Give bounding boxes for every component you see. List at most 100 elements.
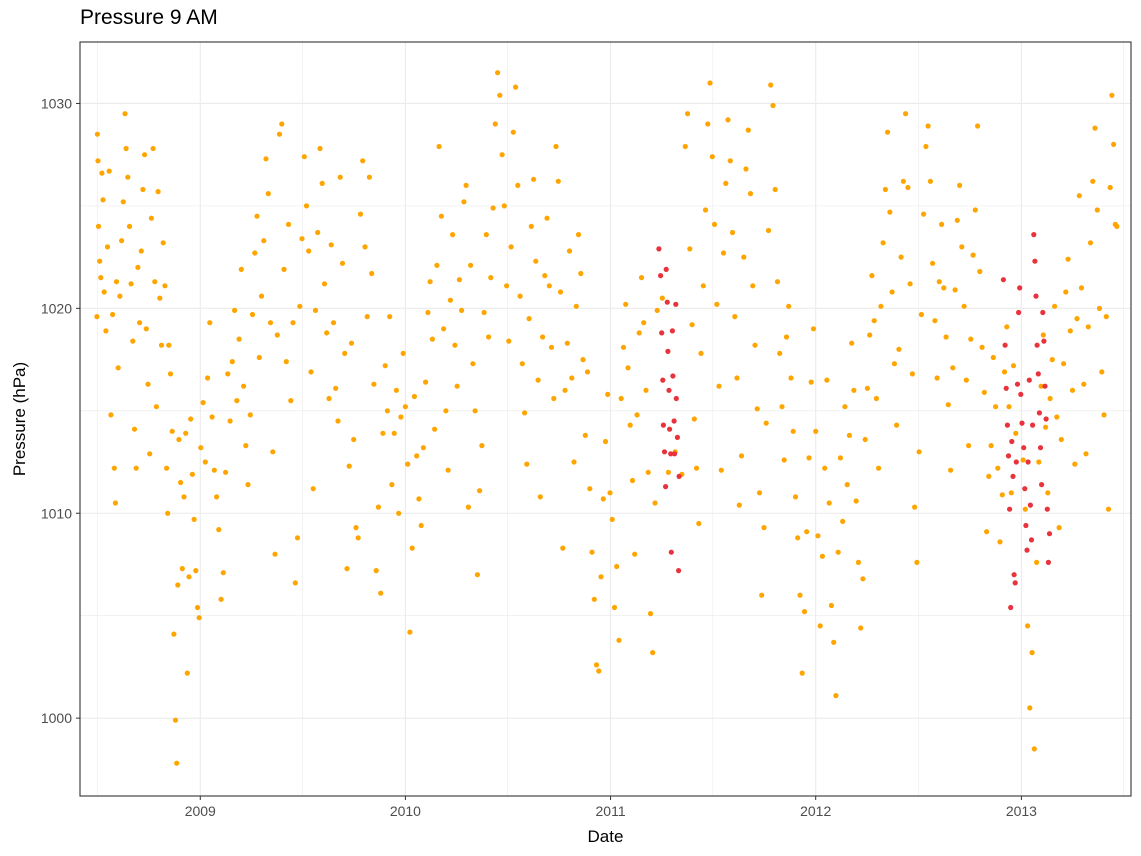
data-point bbox=[472, 408, 478, 414]
data-point bbox=[729, 229, 736, 236]
y-axis-title: Pressure (hPa) bbox=[10, 362, 29, 476]
data-point bbox=[414, 453, 420, 459]
data-point bbox=[668, 549, 674, 555]
data-point bbox=[747, 191, 754, 197]
data-point bbox=[290, 320, 296, 326]
data-point bbox=[674, 434, 681, 440]
data-point bbox=[864, 385, 871, 391]
data-point bbox=[1034, 342, 1040, 348]
data-point bbox=[705, 121, 711, 127]
data-point bbox=[986, 473, 992, 479]
data-point bbox=[1074, 316, 1080, 322]
data-point bbox=[1022, 506, 1028, 512]
data-point bbox=[1031, 746, 1037, 752]
data-point bbox=[941, 285, 947, 291]
data-point bbox=[411, 393, 417, 400]
data-point bbox=[660, 422, 667, 428]
data-point bbox=[501, 203, 507, 209]
x-tick-label: 2013 bbox=[1006, 803, 1037, 819]
data-point bbox=[209, 414, 215, 420]
data-point bbox=[326, 395, 332, 402]
data-point bbox=[337, 174, 343, 180]
data-point bbox=[826, 500, 832, 506]
data-point bbox=[714, 301, 720, 307]
data-point bbox=[1010, 363, 1017, 369]
data-point bbox=[1078, 285, 1085, 291]
data-point bbox=[571, 459, 577, 465]
data-point bbox=[607, 490, 613, 496]
data-point bbox=[878, 303, 884, 309]
data-point bbox=[443, 408, 449, 414]
data-point bbox=[198, 445, 204, 451]
data-point bbox=[126, 223, 133, 229]
data-point bbox=[420, 445, 426, 451]
data-point bbox=[1021, 445, 1027, 451]
data-point bbox=[1013, 430, 1019, 436]
data-point bbox=[218, 596, 224, 602]
data-point bbox=[258, 293, 265, 299]
data-point bbox=[110, 311, 116, 318]
y-tick-label: 1030 bbox=[41, 95, 72, 111]
data-point bbox=[693, 465, 700, 471]
data-point bbox=[115, 365, 121, 371]
data-point bbox=[423, 379, 429, 385]
data-point bbox=[855, 559, 862, 566]
data-point bbox=[1035, 371, 1041, 377]
data-point bbox=[196, 615, 202, 621]
data-point bbox=[477, 488, 483, 494]
data-point bbox=[344, 566, 350, 572]
data-point bbox=[274, 332, 280, 338]
data-point bbox=[1041, 338, 1047, 344]
data-point bbox=[927, 178, 934, 184]
data-point bbox=[178, 479, 184, 486]
data-point bbox=[281, 266, 287, 272]
data-point bbox=[94, 314, 100, 320]
data-point bbox=[932, 318, 938, 324]
data-point bbox=[103, 328, 109, 334]
data-point bbox=[207, 320, 213, 326]
data-point bbox=[1025, 459, 1031, 465]
data-point bbox=[157, 295, 163, 301]
data-point bbox=[517, 293, 523, 299]
data-point bbox=[625, 365, 631, 371]
data-point bbox=[945, 402, 951, 408]
data-point bbox=[781, 457, 787, 463]
data-point bbox=[801, 609, 808, 615]
data-point bbox=[923, 143, 929, 150]
data-point bbox=[1039, 482, 1045, 488]
data-point bbox=[445, 467, 451, 473]
data-point bbox=[560, 545, 566, 551]
data-point bbox=[936, 279, 942, 285]
data-point bbox=[792, 494, 799, 500]
data-point bbox=[1111, 141, 1117, 147]
data-point bbox=[481, 309, 487, 316]
data-point bbox=[513, 84, 519, 90]
data-point bbox=[925, 123, 931, 129]
data-point bbox=[851, 387, 857, 393]
data-point bbox=[1101, 412, 1107, 418]
data-point bbox=[1010, 473, 1016, 479]
data-point bbox=[166, 342, 172, 348]
data-point bbox=[125, 174, 131, 180]
data-point bbox=[660, 377, 666, 383]
data-point bbox=[988, 443, 994, 449]
data-point bbox=[436, 143, 442, 150]
data-point bbox=[247, 412, 253, 418]
data-point bbox=[844, 482, 850, 488]
data-point bbox=[698, 350, 704, 356]
data-point bbox=[434, 262, 440, 268]
data-point bbox=[1047, 395, 1053, 402]
data-point bbox=[205, 375, 211, 381]
data-point bbox=[227, 418, 233, 424]
data-point bbox=[676, 568, 682, 574]
data-point bbox=[202, 459, 208, 465]
data-point bbox=[164, 465, 170, 471]
data-point bbox=[634, 412, 640, 418]
data-point bbox=[389, 482, 395, 488]
data-point bbox=[1058, 436, 1064, 443]
data-point bbox=[137, 320, 143, 326]
data-point bbox=[1043, 424, 1049, 430]
data-point bbox=[1096, 305, 1103, 311]
data-point bbox=[871, 318, 877, 324]
data-point bbox=[858, 625, 864, 631]
